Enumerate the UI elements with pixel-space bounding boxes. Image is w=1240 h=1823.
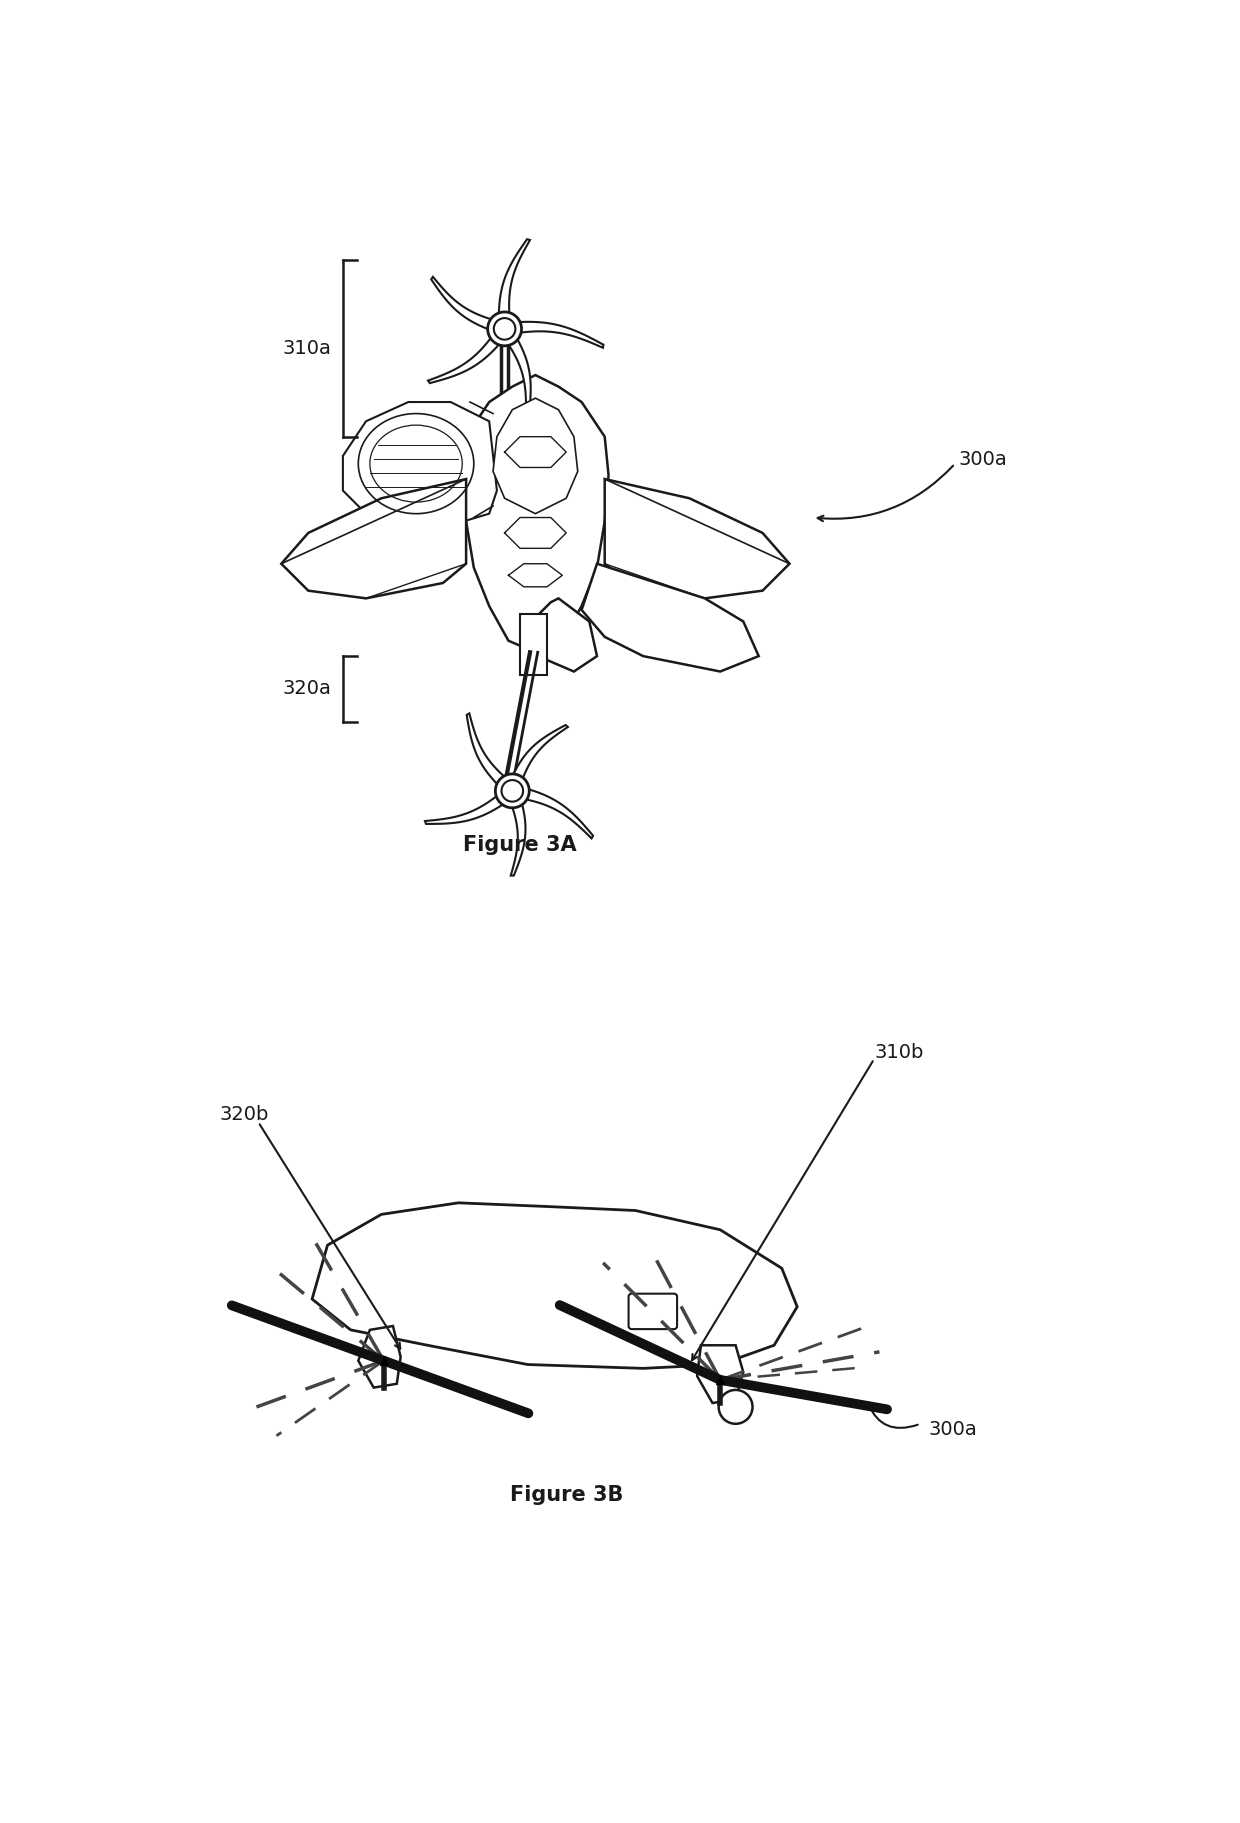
Text: 300a: 300a: [928, 1420, 977, 1440]
Polygon shape: [281, 479, 466, 598]
Polygon shape: [466, 713, 517, 795]
Text: 310b: 310b: [874, 1043, 924, 1063]
Text: Figure 3B: Figure 3B: [510, 1486, 622, 1506]
Polygon shape: [494, 397, 578, 514]
Polygon shape: [503, 323, 604, 348]
Text: 320a: 320a: [283, 680, 331, 698]
Polygon shape: [507, 726, 568, 795]
Text: 300a: 300a: [959, 450, 1008, 469]
Polygon shape: [312, 1203, 797, 1369]
Polygon shape: [463, 376, 609, 653]
Polygon shape: [536, 598, 596, 671]
Polygon shape: [428, 324, 508, 383]
Circle shape: [719, 1389, 753, 1424]
Polygon shape: [498, 328, 531, 416]
Polygon shape: [506, 791, 526, 875]
Polygon shape: [343, 403, 497, 525]
Polygon shape: [510, 786, 593, 839]
Circle shape: [501, 780, 523, 802]
Text: Figure 3A: Figure 3A: [464, 835, 577, 855]
Polygon shape: [425, 786, 515, 824]
Polygon shape: [358, 1325, 401, 1387]
Text: 310a: 310a: [283, 339, 331, 357]
Polygon shape: [582, 563, 759, 671]
Text: 320b: 320b: [219, 1105, 269, 1123]
Circle shape: [495, 775, 529, 808]
Polygon shape: [520, 614, 547, 675]
FancyArrowPatch shape: [868, 1404, 918, 1427]
Polygon shape: [432, 277, 508, 334]
Polygon shape: [498, 239, 529, 330]
Circle shape: [494, 317, 516, 339]
Circle shape: [487, 312, 522, 346]
Polygon shape: [605, 479, 790, 598]
Polygon shape: [697, 1345, 743, 1404]
